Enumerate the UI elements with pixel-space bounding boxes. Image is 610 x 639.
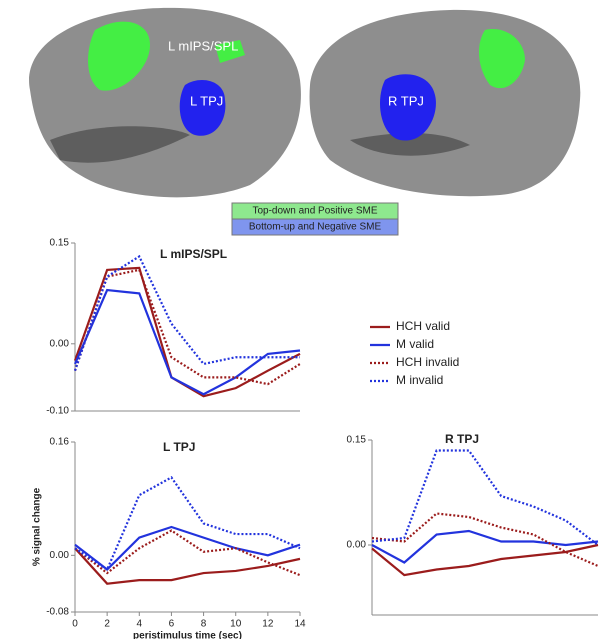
- y-tick-label: 0.15: [50, 238, 70, 249]
- brain-left: [29, 7, 301, 198]
- series-line: [73, 254, 300, 372]
- legend-label: M valid: [396, 337, 434, 351]
- series-line: [371, 543, 599, 577]
- legend-text: Top-down and Positive SME: [252, 206, 377, 217]
- y-tick-label: -0.08: [46, 607, 69, 618]
- series-line: [371, 512, 599, 568]
- y-axis-label: % signal change: [32, 487, 43, 566]
- series-line: [74, 525, 301, 571]
- y-tick-label: -0.10: [46, 406, 69, 417]
- x-tick-label: 8: [201, 619, 207, 630]
- y-tick-label: 0.16: [50, 437, 70, 448]
- y-tick-label: 0.00: [50, 338, 70, 349]
- series-line: [74, 475, 301, 572]
- x-axis-label: peristimulus time (sec): [133, 631, 242, 639]
- series-line: [74, 529, 301, 577]
- y-tick-label: 0.00: [347, 540, 367, 551]
- legend-text: Bottom-up and Negative SME: [249, 222, 382, 233]
- x-tick-label: 12: [262, 619, 274, 630]
- x-tick-label: 4: [137, 619, 143, 630]
- x-tick-label: 10: [230, 619, 242, 630]
- series-line: [73, 266, 301, 398]
- legend-label: HCH invalid: [396, 355, 459, 369]
- x-tick-label: 2: [104, 619, 110, 630]
- y-tick-label: 0.15: [347, 435, 367, 446]
- series-line: [74, 547, 301, 585]
- brain-right: [309, 9, 581, 197]
- brain-label: L mIPS/SPL: [168, 38, 238, 53]
- chart-title: L mIPS/SPL: [160, 247, 227, 261]
- chart-title: R TPJ: [445, 432, 479, 446]
- legend-label: M invalid: [396, 373, 443, 387]
- legend-box: [231, 218, 399, 236]
- brain-label: L TPJ: [190, 93, 223, 108]
- series-line: [73, 288, 301, 396]
- y-tick-label: 0.00: [50, 550, 70, 561]
- x-tick-label: 6: [169, 619, 175, 630]
- series-line: [371, 449, 599, 546]
- x-tick-label: 14: [294, 619, 306, 630]
- series-line: [371, 529, 599, 564]
- x-tick-label: 0: [72, 619, 78, 630]
- chart-title: L TPJ: [163, 440, 195, 454]
- brain-label: R TPJ: [388, 93, 424, 108]
- legend-label: HCH valid: [396, 319, 450, 333]
- series-line: [73, 268, 301, 386]
